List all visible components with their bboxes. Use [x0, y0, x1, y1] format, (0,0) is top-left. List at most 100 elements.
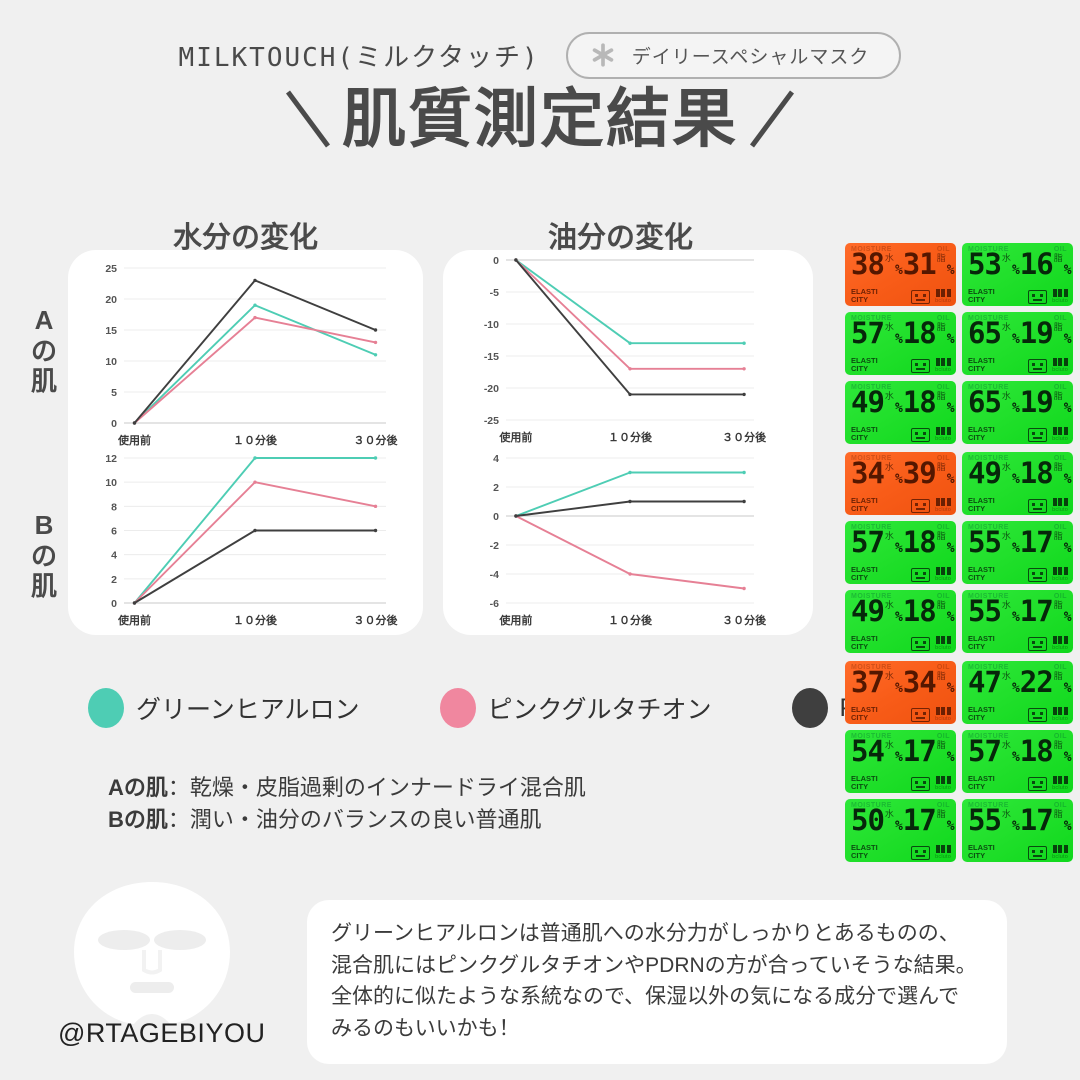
svg-text:0: 0	[493, 255, 499, 267]
lcd-elasticity-label: ELASTI CITY	[968, 634, 995, 652]
lcd-oil-value: 18 脂%	[902, 594, 955, 628]
lcd-oil-label: OIL	[936, 246, 950, 253]
device-row: MOISTURE OIL 38 水% 31 脂% ELASTI CITY bcluto MOIST…	[845, 243, 1073, 306]
lcd-moisture-label: MOISTURE	[851, 802, 892, 809]
device-reading: MOISTURE OIL 54 水% 17 脂% ELASTI CITY bcluto	[845, 730, 956, 793]
smiley-face-icon	[911, 708, 931, 722]
lcd-moisture-value: 34 水%	[851, 456, 903, 490]
smiley-face-icon	[1028, 428, 1048, 442]
svg-text:2: 2	[493, 482, 499, 494]
account-handle: @RTAGEBIYOU	[58, 1018, 266, 1048]
smiley-face-icon	[1028, 499, 1048, 513]
device-reading: MOISTURE OIL 37 水% 34 脂% ELASTI CITY bcluto	[845, 661, 956, 724]
lcd-moisture-label: MOISTURE	[968, 384, 1009, 391]
product-badge[interactable]: デイリースペシャルマスク	[565, 31, 902, 79]
lcd-moisture-label: MOISTURE	[968, 246, 1009, 253]
lcd-elasticity-label: ELASTI CITY	[851, 634, 878, 652]
battery-icon: bcluto	[935, 427, 951, 442]
svg-text:-10: -10	[484, 319, 499, 331]
lcd-elasticity-label: ELASTI CITY	[851, 425, 878, 443]
lcd-oil-value: 19 脂%	[1019, 385, 1072, 419]
lcd-oil-value: 16 脂%	[1019, 247, 1072, 281]
lcd-elasticity-label: ELASTI CITY	[968, 843, 995, 861]
device-reading: MOISTURE OIL 38 水% 31 脂% ELASTI CITY bcluto	[845, 243, 956, 306]
svg-text:-25: -25	[484, 415, 499, 427]
lcd-elasticity-label: ELASTI CITY	[851, 496, 878, 514]
lcd-elasticity-label: ELASTI CITY	[968, 496, 995, 514]
lcd-elasticity-label: ELASTI CITY	[851, 705, 878, 723]
row-label-a-0: A	[34, 305, 54, 335]
b-water-svg: 0 2 4 6 8 10 12 使用前 １０分後 ３０分後	[105, 453, 398, 627]
device-reading: MOISTURE OIL 53 水% 16 脂% ELASTI CITY bcluto	[962, 243, 1073, 306]
lcd-moisture-value: 50 水%	[851, 803, 903, 837]
lcd-moisture-value: 65 水%	[968, 316, 1020, 350]
battery-icon: bcluto	[1052, 845, 1068, 860]
svg-text:１０分後: １０分後	[608, 430, 653, 444]
svg-text:-2: -2	[490, 540, 499, 552]
lcd-oil-label: OIL	[1053, 733, 1067, 740]
device-row: MOISTURE OIL 37 水% 34 脂% ELASTI CITY bcluto MOIST…	[845, 661, 1073, 724]
battery-icon: bcluto	[935, 776, 951, 791]
legend-label-green-hyaluron: グリーンヒアルロン	[136, 696, 360, 724]
asterisk-icon	[592, 43, 613, 67]
lcd-oil-value: 18 脂%	[1019, 456, 1072, 490]
lcd-elasticity-label: ELASTI CITY	[968, 425, 995, 443]
svg-text:12: 12	[105, 453, 117, 465]
lcd-moisture-label: MOISTURE	[851, 455, 892, 462]
lcd-oil-label: OIL	[936, 524, 950, 531]
skin-note-a: Aの肌：乾燥・皮脂過剰のインナードライ混合肌	[108, 772, 586, 804]
lcd-oil-label: OIL	[1053, 246, 1067, 253]
lcd-oil-value: 18 脂%	[902, 525, 955, 559]
svg-text:-15: -15	[484, 351, 499, 363]
lcd-elasticity-label: ELASTI CITY	[851, 843, 878, 861]
lcd-moisture-value: 55 水%	[968, 803, 1020, 837]
battery-icon: bcluto	[1052, 707, 1068, 722]
battery-icon: bcluto	[935, 498, 951, 513]
lcd-oil-label: OIL	[936, 664, 950, 671]
skin-note-b-text: ：潤い・油分のバランスの良い普通肌	[167, 806, 542, 832]
brand-name: MILKTOUCH(ミルクタッチ)	[178, 42, 540, 73]
lcd-oil-label: OIL	[1053, 315, 1067, 322]
row-label-b-1: の	[30, 540, 57, 571]
lcd-moisture-label: MOISTURE	[968, 664, 1009, 671]
series-legend: グリーンヒアルロン ピンクグルタチオン PDRN	[88, 688, 910, 728]
battery-icon: bcluto	[935, 567, 951, 582]
lcd-moisture-label: MOISTURE	[968, 524, 1009, 531]
lcd-oil-value: 17 脂%	[1019, 803, 1072, 837]
chart-b-water: 0 2 4 6 8 10 12 使用前 １０分後 ３０分後	[88, 448, 398, 633]
skin-note-a-text: ：乾燥・皮脂過剰のインナードライ混合肌	[167, 775, 586, 800]
device-group-green-hyaluron: MOISTURE OIL 38 水% 31 脂% ELASTI CITY bcluto MOIST…	[845, 243, 1073, 450]
device-reading: MOISTURE OIL 55 水% 17 脂% ELASTI CITY bcluto	[962, 590, 1073, 653]
lcd-moisture-label: MOISTURE	[968, 593, 1009, 600]
lcd-oil-value: 17 脂%	[1019, 594, 1072, 628]
device-row: MOISTURE OIL 34 水% 39 脂% ELASTI CITY bcluto MOIST…	[845, 452, 1073, 515]
svg-text:6: 6	[111, 526, 117, 538]
lcd-moisture-value: 54 水%	[851, 734, 903, 768]
svg-text:0: 0	[111, 598, 117, 610]
svg-text:-20: -20	[484, 383, 499, 395]
lcd-moisture-label: MOISTURE	[851, 315, 892, 322]
lcd-elasticity-label: ELASTI CITY	[851, 356, 878, 374]
battery-icon: bcluto	[1052, 567, 1068, 582]
slash-left-icon	[285, 90, 331, 148]
smiley-face-icon	[1028, 568, 1048, 582]
lcd-oil-label: OIL	[936, 733, 950, 740]
legend-item-green-hyaluron: グリーンヒアルロン	[88, 688, 360, 728]
battery-icon: bcluto	[935, 636, 951, 651]
page-title-text: 肌質測定結果	[342, 83, 738, 155]
a-oil-svg: 0 -5 -10 -15 -20 -25 使用前 １０分後 ３０分後	[484, 255, 766, 444]
battery-icon: bcluto	[1052, 776, 1068, 791]
device-reading: MOISTURE OIL 49 水% 18 脂% ELASTI CITY bcluto	[845, 590, 956, 653]
lcd-elasticity-label: ELASTI CITY	[968, 356, 995, 374]
lcd-oil-value: 18 脂%	[902, 385, 955, 419]
device-reading: MOISTURE OIL 49 水% 18 脂% ELASTI CITY bcluto	[962, 452, 1073, 515]
svg-text:10: 10	[105, 477, 117, 489]
lcd-oil-value: 22 脂%	[1019, 665, 1072, 699]
legend-swatch-pink-glutathione	[439, 688, 476, 728]
lcd-oil-value: 18 脂%	[1019, 734, 1072, 768]
lcd-oil-label: OIL	[1053, 664, 1067, 671]
sheet-mask-icon	[74, 882, 230, 1024]
device-reading: MOISTURE OIL 57 水% 18 脂% ELASTI CITY bcluto	[845, 312, 956, 375]
svg-text:20: 20	[105, 294, 117, 306]
smiley-face-icon	[1028, 777, 1048, 791]
